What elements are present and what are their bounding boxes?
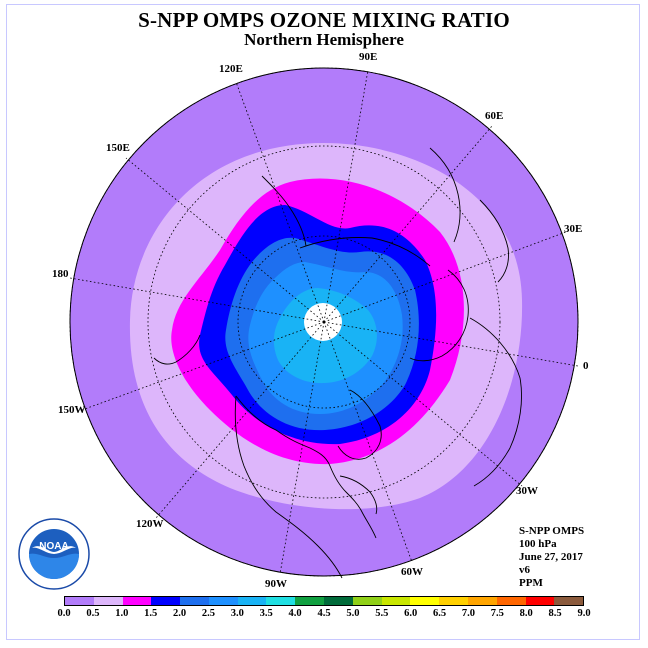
colorbar-segment-6 [237,597,267,605]
colorbar-tick-label: 6.5 [432,608,447,619]
meridian-150e [125,157,325,323]
coastline-asia-east [261,175,307,247]
meridian-60e [323,125,493,323]
meridian-90w [279,321,325,575]
meridian-30e [323,231,567,323]
colorbar-segment-0 [65,597,94,605]
map-boundary [69,67,579,577]
longitude-label-180: 180 [52,268,69,280]
colorbar-tick-label: 9.0 [577,608,591,619]
coastline-greenland [337,389,382,460]
meridian-120e [235,81,325,323]
colorbar-tick-label: 2.5 [201,608,215,619]
colorbar-tick-label: 8.5 [548,608,562,619]
info-date: June 27, 2017 [519,551,583,563]
colorbar-segment-14 [467,597,497,605]
colorbar-tick-label: 0.0 [57,608,71,619]
longitude-label-30e: 30E [564,223,583,235]
colorbar-tick-label: 0.5 [86,608,100,619]
colorbar-tick-label: 1.5 [144,608,158,619]
colorbar-tick-label: 6.0 [404,608,418,619]
colorbar-segment-3 [151,597,181,605]
colorbar-tick-label: 1.0 [115,608,129,619]
colorbar-segment-11 [381,597,411,605]
longitude-label-150e: 150E [106,142,130,154]
latitude-circle-30 [147,145,501,499]
coastline-north-america-east [235,395,377,539]
info-units: PPM [519,577,543,589]
map-title: S-NPP OMPS OZONE MIXING RATIO [138,8,510,32]
meridian-90e [323,69,369,323]
colorbar-segment-1 [93,597,123,605]
coastline-alaska [153,334,201,365]
longitude-label-60e: 60E [485,110,504,122]
colorbar-segment-9 [324,597,353,605]
colorbar-segment-5 [208,597,238,605]
coastline-caribbean [339,475,378,515]
coastline-africa [469,317,522,487]
meridian-120w [155,321,325,519]
coastline-europe [409,269,469,362]
colorbar-tick-label: 2.0 [172,608,187,619]
coastlines [153,147,522,579]
colorbar-segment-4 [180,597,209,605]
colorbar-tick-label: 5.5 [375,608,389,619]
colorbar-segment-13 [439,597,468,605]
map-subtitle: Northern Hemisphere [244,30,404,49]
meridian-0 [323,321,579,367]
colorbar [64,596,584,606]
meridian-180 [69,277,325,323]
colorbar-segment-10 [352,597,382,605]
longitude-label-120e: 120E [219,63,243,75]
info-level: 100 hPa [519,538,557,550]
info-instrument: S-NPP OMPS [519,525,585,537]
colorbar-tick-label: 3.0 [230,608,244,619]
logo-wordmark: NOAA [39,541,68,552]
latitude-circle-60 [237,235,411,409]
figure-frame [6,4,640,640]
colorbar-tick-label: 4.0 [288,608,302,619]
colorbar-segment-17 [554,597,584,605]
meridian-60w [323,321,413,563]
colorbar-tick-label: 5.0 [346,608,360,619]
colorbar-segment-15 [496,597,526,605]
longitude-label-120w: 120W [136,518,164,530]
colorbar-segment-7 [266,597,296,605]
colorbar-tick-label: 7.0 [461,608,475,619]
coastline-north-america-west [234,395,343,579]
colorbar-tick-label: 8.0 [519,608,533,619]
meridian-150w [81,321,325,411]
colorbar-tick-label: 7.5 [490,608,504,619]
coastline-india [429,147,461,243]
longitude-label-150w: 150W [58,404,86,416]
colorbar-segment-2 [122,597,152,605]
longitude-label-30w: 30W [516,485,538,497]
info-version: v6 [519,564,530,576]
product-info: S-NPP OMPS 100 hPa June 27, 2017 v6 PPM [519,525,584,590]
longitude-label-0: 0 [583,360,589,372]
coastline-asia-north [299,237,431,267]
meridian-30w [323,321,523,487]
colorbar-segment-16 [525,597,555,605]
colorbar-tick-label: 4.5 [317,608,331,619]
coastline-arabia [479,199,509,283]
longitude-label-90w: 90W [265,578,287,590]
colorbar-segment-12 [410,597,440,605]
longitude-label-90e: 90E [359,51,378,63]
colorbar-segment-8 [295,597,325,605]
longitude-label-60w: 60W [401,566,423,578]
noaa-logo: NOAA [18,518,90,590]
colorbar-tick-label: 3.5 [259,608,273,619]
colorbar-ticks: 0.0 0.5 1.0 1.5 2.0 2.5 3.0 3.5 4.0 4.5 5.0 5.5 6.0 6… [57,608,590,622]
